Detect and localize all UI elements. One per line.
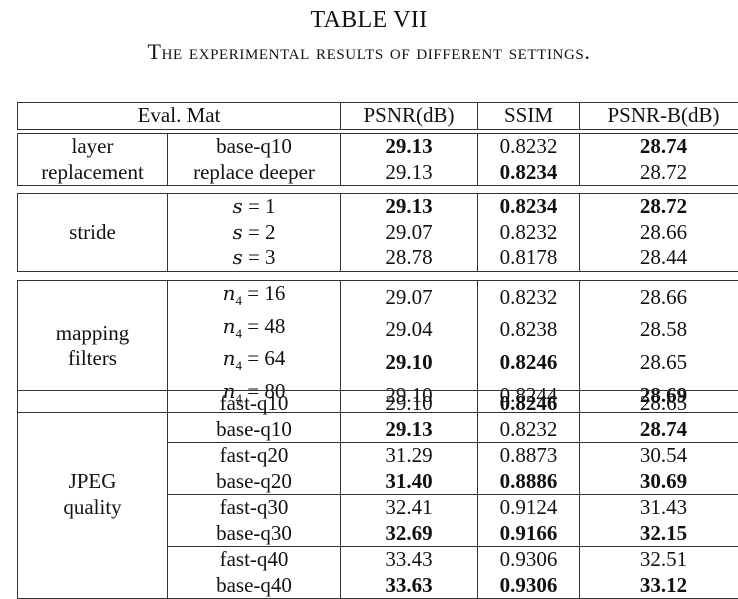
ssim-cell: 0.8232 [478,417,580,443]
group-label: layer replacement [18,134,168,186]
psnr-cell: 29.07 [341,220,478,246]
psnrb-cell: 28.74 [580,134,738,160]
setting-cell: replace deeper [168,160,341,186]
psnrb-cell: 30.69 [580,469,738,495]
table-header: Eval. Mat PSNR(dB) SSIM PSNR-B(dB) [17,102,738,130]
ssim-cell: 0.9306 [478,547,580,573]
psnr-cell: 29.04 [341,314,478,347]
setting-cell: fast-q30 [168,495,341,521]
psnrb-cell: 31.43 [580,495,738,521]
psnr-cell: 28.78 [341,245,478,271]
psnr-cell: 29.10 [341,391,478,417]
table-row: layer replacement base-q10 29.13 0.8232 … [18,134,738,160]
table-row: stride s = 1 29.13 0.8234 28.72 [18,194,738,220]
group-layer-replacement: layer replacement base-q10 29.13 0.8232 … [17,133,738,186]
setting-cell: fast-q20 [168,443,341,469]
setting-cell: fast-q10 [168,391,341,417]
psnr-cell: 29.13 [341,417,478,443]
ssim-cell: 0.8246 [478,346,580,379]
setting-cell: n4 = 48 [168,314,341,347]
setting-cell: n4 = 64 [168,346,341,379]
table-title: TABLE VII [0,6,738,34]
setting-cell: fast-q40 [168,547,341,573]
psnr-cell: 29.13 [341,160,478,186]
group-jpeg-quality: JPEG quality fast-q10 29.10 0.8246 28.65… [17,390,738,599]
setting-cell: n4 = 16 [168,281,341,314]
setting-cell: s = 2 [168,220,341,246]
group-label: stride [18,194,168,272]
ssim-cell: 0.9166 [478,521,580,547]
psnrb-cell: 28.66 [580,281,738,314]
psnrb-cell: 28.65 [580,391,738,417]
psnr-cell: 31.40 [341,469,478,495]
ssim-cell: 0.8886 [478,469,580,495]
setting-cell: base-q20 [168,469,341,495]
ssim-cell: 0.9124 [478,495,580,521]
psnrb-cell: 28.74 [580,417,738,443]
ssim-cell: 0.8873 [478,443,580,469]
psnr-cell: 32.69 [341,521,478,547]
psnrb-cell: 32.15 [580,521,738,547]
group-label: JPEG quality [18,391,168,599]
psnrb-cell: 28.66 [580,220,738,246]
psnr-cell: 32.41 [341,495,478,521]
psnr-cell: 29.13 [341,194,478,220]
psnr-cell: 33.43 [341,547,478,573]
setting-cell: base-q10 [168,134,341,160]
psnrb-cell: 28.72 [580,194,738,220]
ssim-cell: 0.8234 [478,160,580,186]
table-caption: The experimental results of different se… [0,38,738,66]
header-ssim: SSIM [478,103,580,130]
psnrb-cell: 28.58 [580,314,738,347]
setting-cell: base-q10 [168,417,341,443]
ssim-cell: 0.8246 [478,391,580,417]
header-eval-mat: Eval. Mat [18,103,341,130]
setting-cell: s = 1 [168,194,341,220]
table-row: JPEG quality fast-q10 29.10 0.8246 28.65 [18,391,738,417]
ssim-cell: 0.8178 [478,245,580,271]
psnr-cell: 31.29 [341,443,478,469]
ssim-cell: 0.8232 [478,281,580,314]
psnr-cell: 29.07 [341,281,478,314]
group-stride: stride s = 1 29.13 0.8234 28.72 s = 2 29… [17,193,738,272]
psnrb-cell: 28.72 [580,160,738,186]
setting-cell: base-q30 [168,521,341,547]
psnrb-cell: 28.65 [580,346,738,379]
psnrb-cell: 30.54 [580,443,738,469]
psnrb-cell: 28.44 [580,245,738,271]
psnr-cell: 29.10 [341,346,478,379]
table-row: mapping filters n4 = 16 29.07 0.8232 28.… [18,281,738,314]
ssim-cell: 0.8234 [478,194,580,220]
ssim-cell: 0.8232 [478,220,580,246]
psnrb-cell: 32.51 [580,547,738,573]
header-psnr: PSNR(dB) [341,103,478,130]
ssim-cell: 0.8238 [478,314,580,347]
ssim-cell: 0.8232 [478,134,580,160]
setting-cell: s = 3 [168,245,341,271]
header-psnrb: PSNR-B(dB) [580,103,738,130]
psnr-cell: 29.13 [341,134,478,160]
